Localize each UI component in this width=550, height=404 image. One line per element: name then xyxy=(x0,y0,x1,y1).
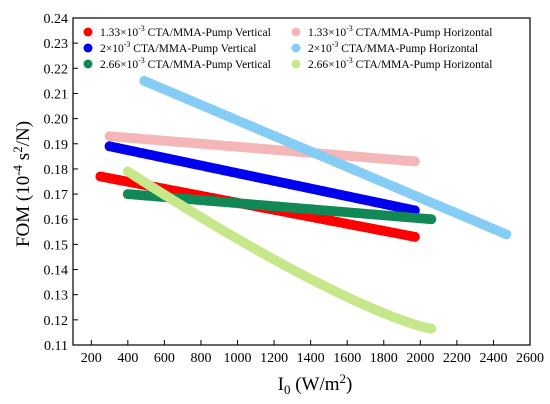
x-tick-label: 2000 xyxy=(406,351,434,366)
y-axis-title-base: FOM (10 xyxy=(13,176,34,247)
series-1-33-10-cta-mma-pump-horizontal xyxy=(104,131,420,167)
y-tick-label: 0.11 xyxy=(44,339,68,354)
legend-label: 2×10-3 CTA/MMA-Pump Horizontal xyxy=(308,40,478,55)
x-tick-label: 800 xyxy=(190,351,211,366)
x-tick-label: 1400 xyxy=(297,351,325,366)
x-tick-label: 1600 xyxy=(333,351,361,366)
data-point xyxy=(409,156,420,167)
data-point xyxy=(501,229,512,240)
y-tick-label: 0.21 xyxy=(44,87,69,102)
y-tick-label: 0.22 xyxy=(44,62,69,77)
y-tick-label: 0.19 xyxy=(44,138,69,153)
legend-label: 1.33×10-3 CTA/MMA-Pump Vertical xyxy=(100,24,271,39)
x-tick-label: 200 xyxy=(81,351,102,366)
series-layer xyxy=(95,75,512,334)
y-axis-title-mid: s xyxy=(13,153,34,165)
x-axis-title-sup: 2 xyxy=(340,371,347,386)
y-tick-label: 0.12 xyxy=(44,314,69,329)
data-point xyxy=(426,323,437,334)
legend-label: 1.33×10-3 CTA/MMA-Pump Horizontal xyxy=(308,24,492,39)
series-2-10-cta-mma-pump-horizontal xyxy=(139,75,512,240)
x-axis-title: I0 (W/m2) xyxy=(278,371,353,397)
y-tick-label: 0.24 xyxy=(44,12,69,27)
legend-marker xyxy=(291,59,301,69)
x-tick-label: 400 xyxy=(117,351,138,366)
series-2-10-cta-mma-pump-vertical xyxy=(104,141,420,216)
y-axis-title: FOM (10-4 s2/N) xyxy=(10,121,34,247)
y-tick-label: 0.14 xyxy=(44,264,69,279)
series-2-66-10-cta-mma-pump-vertical xyxy=(122,189,437,225)
y-tick-label: 0.13 xyxy=(44,289,69,304)
x-tick-label: 1000 xyxy=(224,351,252,366)
x-axis-title-base: I xyxy=(278,374,284,395)
legend-label: 2×10-3 CTA/MMA-Pump Vertical xyxy=(100,40,256,55)
x-tick-label: 2600 xyxy=(516,351,544,366)
plot-frame xyxy=(72,17,531,346)
legend-marker xyxy=(83,59,93,69)
x-tick-label: 1200 xyxy=(260,351,288,366)
y-tick-label: 0.16 xyxy=(44,213,69,228)
y-tick-label: 0.15 xyxy=(44,238,69,253)
legend-marker xyxy=(83,43,93,53)
legend-marker xyxy=(291,43,301,53)
y-axis-title-sup2: 2 xyxy=(10,146,25,153)
y-tick-label: 0.18 xyxy=(44,163,69,178)
y-tick-label: 0.20 xyxy=(44,113,69,128)
x-tick-label: 2200 xyxy=(443,351,471,366)
x-tick-label: 600 xyxy=(154,351,175,366)
y-axis-title-end: /N) xyxy=(13,121,34,146)
legend-marker xyxy=(291,27,301,37)
y-tick-label: 0.17 xyxy=(44,188,69,203)
legend-label: 2.66×10-3 CTA/MMA-Pump Horizontal xyxy=(308,56,492,71)
data-point xyxy=(426,214,437,225)
x-axis-title-sub: 0 xyxy=(284,382,291,397)
x-axis-title-rest: (W/m xyxy=(290,374,339,395)
x-axis-title-end: ) xyxy=(346,374,352,395)
tick-layer: 200 400 600 800 1000 1200 1400 1600 1800 2000 2200… xyxy=(44,12,545,366)
y-tick-label: 0.23 xyxy=(44,37,69,52)
series-2-66-10-cta-mma-pump-horizontal xyxy=(122,166,437,334)
y-axis-title-sup: -4 xyxy=(10,164,25,175)
legend-label: 2.66×10-3 CTA/MMA-Pump Vertical xyxy=(100,56,271,71)
legend-marker xyxy=(83,27,93,37)
data-point xyxy=(409,231,420,242)
x-tick-label: 1800 xyxy=(370,351,398,366)
x-tick-label: 2400 xyxy=(479,351,507,366)
